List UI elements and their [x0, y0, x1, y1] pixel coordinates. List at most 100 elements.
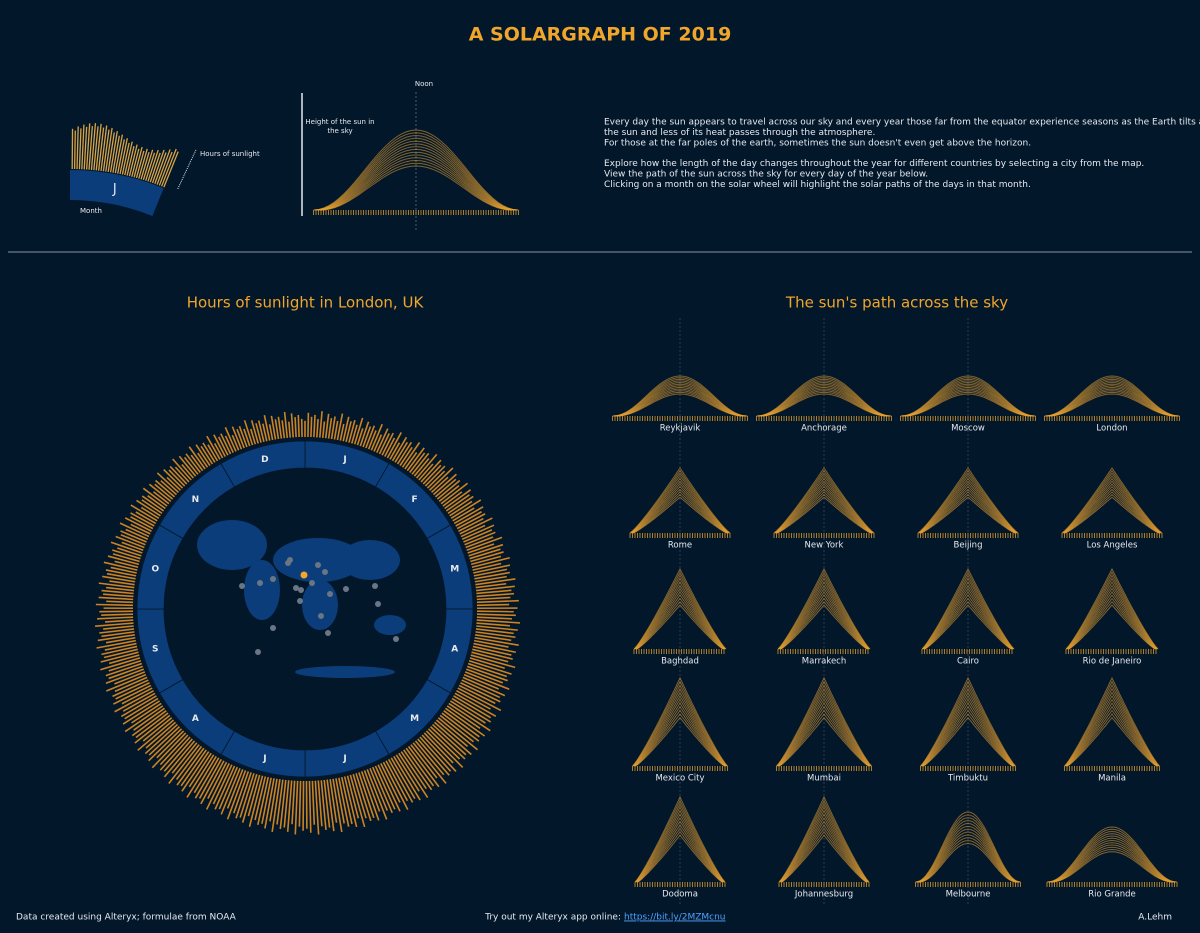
sun-path	[636, 813, 724, 883]
city-dot[interactable]	[322, 569, 328, 575]
sunlight-ray	[329, 779, 338, 823]
title: A SOLARGRAPH OF 2019	[469, 24, 732, 46]
wheel-title: Hours of sunlight in London, UK	[187, 294, 425, 312]
sunlight-ray	[455, 689, 491, 710]
city-label[interactable]: Reykjavik	[660, 424, 701, 434]
month-segment[interactable]	[220, 440, 306, 488]
sunlight-ray	[294, 780, 299, 835]
legend-ray	[145, 152, 156, 181]
city-dot[interactable]	[297, 598, 303, 604]
city-label[interactable]: Mexico City	[655, 774, 704, 784]
sun-path	[614, 381, 746, 417]
sunlight-ray	[231, 434, 240, 451]
city-path-chart	[1064, 676, 1160, 771]
city-path-chart	[776, 676, 872, 771]
sun-path	[922, 702, 1014, 767]
city-label[interactable]: Melbourne	[946, 890, 991, 900]
city-label[interactable]: Anchorage	[801, 424, 847, 434]
continent	[295, 666, 395, 678]
sunlight-ray	[472, 562, 502, 571]
sunlight-ray	[108, 659, 142, 672]
legend-bracket	[177, 149, 197, 190]
sun-path	[633, 698, 727, 767]
city-dot[interactable]	[255, 649, 261, 655]
city-label[interactable]: Mumbai	[807, 774, 841, 784]
city-label[interactable]: Marrakech	[802, 657, 847, 667]
legend-ray	[140, 152, 150, 180]
city-label[interactable]: New York	[805, 541, 844, 551]
city-dot[interactable]	[309, 580, 315, 586]
footer-app-link[interactable]: https://bit.ly/2MZMcnu	[624, 913, 726, 923]
city-dot[interactable]	[325, 630, 331, 636]
sunlight-ray	[422, 464, 442, 485]
sunlight-ray	[417, 738, 450, 776]
sun-path	[920, 684, 1016, 767]
continent	[197, 520, 267, 570]
sun-path	[633, 694, 727, 767]
sunlight-ray	[412, 742, 447, 784]
city-label[interactable]: Moscow	[951, 424, 985, 434]
description-line: Every day the sun appears to travel acro…	[604, 118, 1200, 128]
city-label[interactable]: Rome	[668, 541, 692, 551]
city-label[interactable]: Los Angeles	[1087, 541, 1138, 551]
sunlight-ray	[427, 728, 461, 760]
city-label[interactable]: London	[1096, 424, 1127, 434]
city-dot[interactable]	[393, 636, 399, 642]
legend-ray	[119, 138, 128, 175]
sun-path	[773, 467, 875, 534]
legend-ray	[109, 130, 118, 173]
sunlight-ray	[476, 625, 518, 631]
sun-path	[630, 477, 730, 534]
city-dot[interactable]	[343, 586, 349, 592]
city-dot[interactable]	[239, 583, 245, 589]
sunlight-ray	[195, 444, 211, 467]
sunlight-ray	[335, 778, 345, 824]
city-dot[interactable]	[372, 583, 378, 589]
sun-path	[779, 587, 869, 650]
sunlight-ray	[104, 642, 137, 651]
city-dot[interactable]	[270, 625, 276, 631]
city-dot[interactable]	[315, 562, 321, 568]
sunlight-ray	[373, 434, 383, 452]
sun-path	[319, 159, 513, 211]
city-dot[interactable]	[293, 585, 299, 591]
city-dot[interactable]	[257, 580, 263, 586]
city-label[interactable]: Dodoma	[662, 890, 698, 900]
city-dot-selected[interactable]	[300, 571, 308, 579]
city-label[interactable]: Beijing	[954, 541, 983, 551]
sunlight-ray	[202, 442, 216, 463]
sunlight-ray	[394, 441, 409, 463]
city-label[interactable]: Baghdad	[661, 657, 699, 667]
sun-path	[633, 571, 727, 650]
sunlight-ray	[353, 417, 364, 445]
city-dot[interactable]	[318, 613, 324, 619]
city-label[interactable]: Rio de Janeiro	[1083, 657, 1142, 667]
city-dot[interactable]	[285, 560, 291, 566]
sunlight-ray	[142, 487, 168, 507]
city-dot[interactable]	[375, 601, 381, 607]
sunlight-ray	[214, 765, 236, 810]
city-dot[interactable]	[298, 587, 304, 593]
city-dot[interactable]	[327, 591, 333, 597]
city-label[interactable]: Rio Grande	[1088, 890, 1135, 900]
sun-path	[921, 691, 1015, 767]
sunlight-ray	[105, 636, 136, 644]
sunlight-ray	[218, 766, 239, 810]
sunlight-ray	[454, 692, 497, 717]
city-dot[interactable]	[270, 576, 276, 582]
continent	[273, 538, 363, 582]
sunlight-ray	[98, 596, 134, 601]
sunlight-ray	[474, 571, 510, 580]
city-label[interactable]: Timbuktu	[947, 774, 988, 784]
city-path-chart	[773, 467, 875, 538]
city-label[interactable]: Johannesburg	[794, 890, 853, 900]
city-label[interactable]: Cairo	[957, 657, 979, 667]
sunlight-ray	[105, 668, 145, 685]
sunlight-ray	[377, 764, 401, 812]
city-label[interactable]: Manila	[1098, 774, 1126, 784]
sunlight-ray	[451, 697, 492, 723]
sun-path	[915, 811, 1021, 883]
city-path-chart	[777, 567, 871, 654]
sunlight-ray	[169, 465, 188, 485]
sunlight-ray	[313, 414, 316, 438]
